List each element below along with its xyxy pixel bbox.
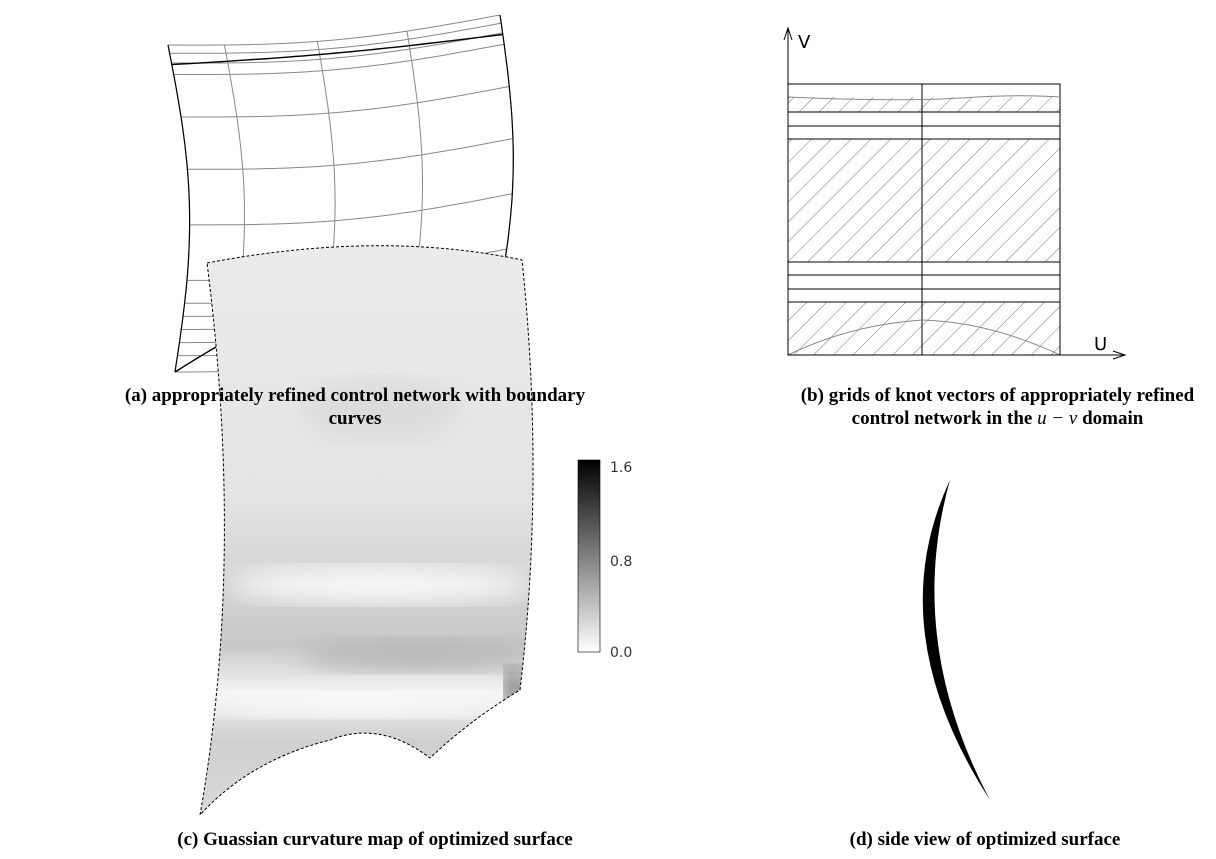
v-label: V bbox=[798, 32, 811, 53]
caption-a: (a) appropriately refined control networ… bbox=[115, 384, 595, 430]
colorbar bbox=[578, 460, 600, 652]
boundary-curve bbox=[172, 35, 503, 65]
colorbar-tick-label: 1.6 bbox=[610, 460, 632, 476]
u-label: U bbox=[1094, 334, 1107, 355]
boundary-curve bbox=[168, 45, 190, 372]
mesh-line bbox=[174, 44, 504, 74]
shading bbox=[200, 693, 520, 717]
side-profile bbox=[923, 480, 990, 800]
curvature-map: 1.6 0.8 0.0 bbox=[190, 225, 632, 825]
caption-d: (d) side view of optimized surface bbox=[790, 828, 1180, 851]
caption-b-math: u − v bbox=[1037, 408, 1077, 429]
caption-c: (c) Guassian curvature map of optimized … bbox=[90, 828, 660, 851]
page: {"panels": { "a": {"caption": "(a) appro… bbox=[0, 0, 1216, 859]
knot-grid: V U bbox=[784, 28, 1125, 360]
mesh-line bbox=[190, 194, 513, 225]
shading bbox=[190, 225, 550, 825]
mesh-line bbox=[168, 45, 190, 372]
figure: V U 1.6 0.8 0.0 (a) appropriately refine… bbox=[0, 0, 1216, 859]
mesh-line bbox=[181, 87, 509, 118]
caption-b-text: domain bbox=[1082, 408, 1143, 429]
shading bbox=[230, 567, 530, 603]
surface-fill bbox=[190, 225, 550, 825]
mesh-line bbox=[170, 23, 502, 53]
colorbar-tick-label: 0.8 bbox=[610, 554, 632, 570]
mesh-line bbox=[187, 139, 513, 170]
shading bbox=[300, 639, 540, 671]
colorbar-tick-label: 0.0 bbox=[610, 645, 632, 661]
caption-b: (b) grids of knot vectors of appropriate… bbox=[775, 384, 1216, 430]
